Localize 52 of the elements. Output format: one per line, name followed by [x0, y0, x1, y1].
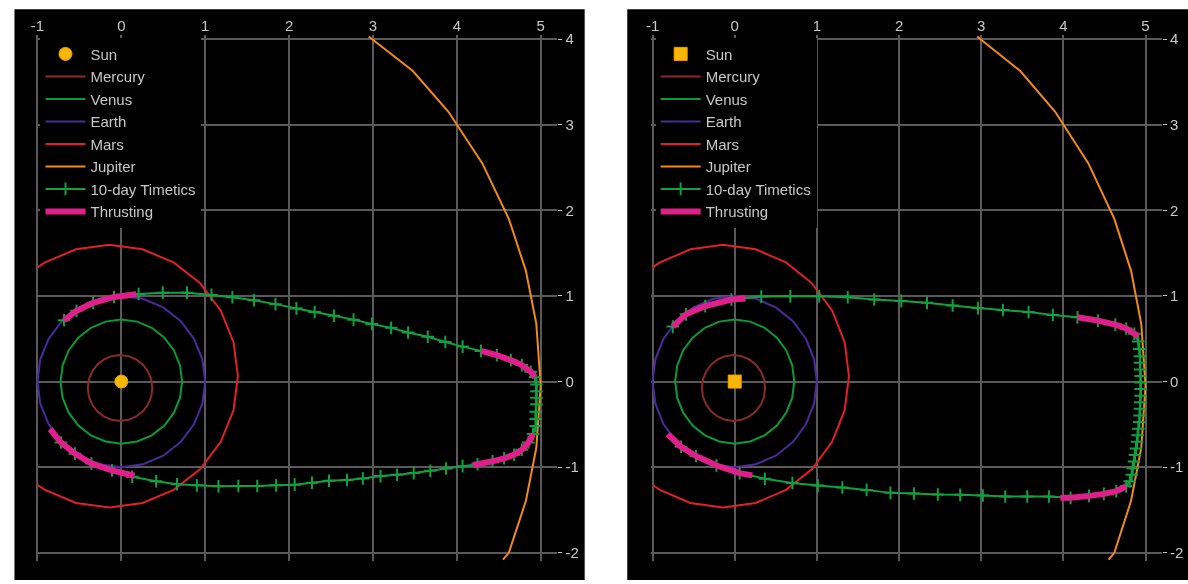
x-tick-label: 5: [1141, 16, 1150, 34]
y-tick-label: 1: [565, 287, 574, 305]
y-tick-label: 4: [1169, 30, 1179, 48]
y-tick-label: 1: [1169, 287, 1179, 305]
y-tick-label: 2: [1169, 201, 1179, 219]
line-series: [367, 35, 542, 561]
legend-label: Mars: [705, 135, 739, 153]
line-series: [976, 35, 1147, 561]
y-tick-label: 3: [565, 115, 574, 133]
line-series: [36, 243, 239, 509]
legend-label: Earth: [90, 113, 127, 131]
x-tick-label: -1: [645, 16, 660, 34]
y-tick-label: 0: [1169, 372, 1179, 390]
legend-label: Earth: [705, 113, 742, 131]
line-series: [651, 243, 850, 509]
y-tick-label: -1: [1169, 458, 1184, 476]
x-tick-label: 0: [117, 16, 126, 34]
y-tick-label: -1: [565, 458, 579, 476]
y-tick-label: 4: [565, 30, 574, 48]
legend-label: Mars: [90, 135, 124, 153]
line-series: [700, 354, 767, 422]
x-tick-label: 2: [284, 16, 294, 34]
x-tick-label: 5: [536, 16, 545, 34]
x-tick-label: 0: [730, 16, 739, 34]
x-tick-label: 3: [977, 16, 986, 34]
legend-label: Thrusting: [705, 203, 769, 221]
x-tick-label: -1: [30, 16, 45, 34]
legend-label: Sun: [705, 45, 733, 63]
x-tick-label: 1: [812, 16, 822, 34]
x-tick-label: 4: [1059, 16, 1068, 34]
legend-label: Sun: [90, 45, 118, 63]
legend-label: Mercury: [90, 68, 146, 86]
legend-label: Thrusting: [90, 203, 154, 221]
y-tick-label: 2: [565, 201, 574, 219]
legend-label: Jupiter: [90, 158, 136, 176]
y-tick-label: 3: [1169, 115, 1179, 133]
line-series: [59, 318, 184, 445]
legend-label: 10-day Timetics: [705, 180, 811, 198]
line-series: [674, 318, 796, 445]
x-tick-label: 1: [201, 16, 210, 34]
x-tick-label: 3: [368, 16, 378, 34]
legend-label: Venus: [705, 90, 748, 108]
x-tick-label: 2: [894, 16, 904, 34]
y-tick-label: -2: [1169, 544, 1184, 562]
legend-label: Venus: [90, 90, 133, 108]
line-series: [86, 354, 154, 422]
legend-label: 10-day Timetics: [90, 180, 196, 198]
legend-label: Mercury: [705, 68, 761, 86]
x-tick-label: 4: [452, 16, 461, 34]
legend-label: Jupiter: [705, 158, 751, 176]
y-tick-label: -2: [565, 544, 579, 562]
y-tick-label: 0: [565, 372, 574, 390]
